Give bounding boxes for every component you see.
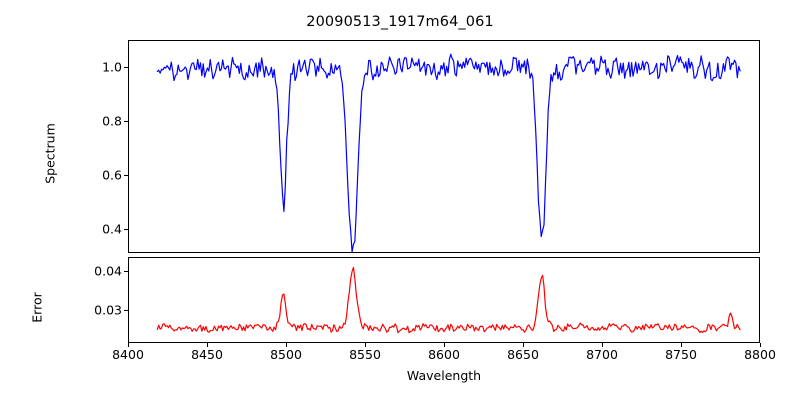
xtick-mark (128, 343, 130, 347)
xtick-mark (207, 343, 209, 347)
error-plot-area (128, 257, 760, 343)
xtick-label: 8800 (744, 347, 776, 362)
ytick-label-spectrum: 0.8 (102, 113, 122, 129)
xtick-label: 8700 (586, 347, 618, 362)
xtick-label: 8400 (112, 347, 144, 362)
xtick-label: 8650 (507, 347, 539, 362)
xtick-label: 8500 (270, 347, 302, 362)
ytick-mark-spectrum (124, 228, 128, 230)
spectrum-line-series (156, 53, 741, 252)
ytick-mark-error (124, 309, 128, 311)
chart-title: 20090513_1917m64_061 (306, 14, 494, 30)
ytick-label-spectrum: 0.6 (102, 167, 122, 183)
xtick-label: 8550 (349, 347, 381, 362)
wavelength-axis-label: Wavelength (406, 368, 482, 383)
ytick-mark-spectrum (124, 174, 128, 176)
ytick-mark-error (124, 270, 128, 272)
xtick-mark (681, 343, 683, 347)
xtick-mark (444, 343, 446, 347)
xtick-mark (523, 343, 525, 347)
ytick-label-spectrum: 1.0 (102, 59, 122, 75)
ytick-label-error: 0.04 (94, 263, 122, 279)
error-line-series (156, 266, 741, 334)
xtick-mark (602, 343, 604, 347)
ytick-mark-spectrum (124, 67, 128, 69)
ytick-mark-spectrum (124, 120, 128, 122)
ytick-label-error: 0.03 (94, 302, 122, 318)
spectrum-plot-area (128, 40, 760, 253)
xtick-mark (365, 343, 367, 347)
xtick-mark (760, 343, 762, 347)
error-axis-label: Error (29, 292, 45, 323)
xtick-label: 8600 (428, 347, 460, 362)
spectrum-axis-label: Spectrum (42, 123, 58, 184)
xtick-label: 8750 (665, 347, 697, 362)
xtick-label: 8450 (191, 347, 223, 362)
xtick-mark (286, 343, 288, 347)
ytick-label-spectrum: 0.4 (102, 221, 122, 237)
